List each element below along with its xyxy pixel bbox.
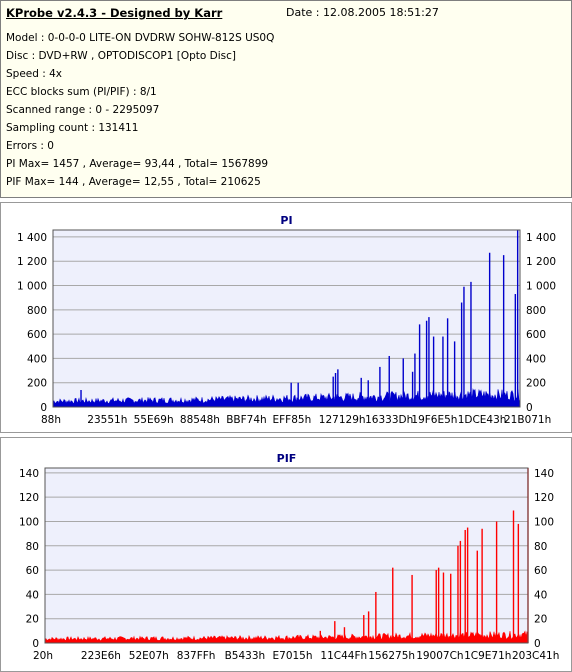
pif-ytick-right: 120 xyxy=(534,492,554,504)
pif-xtick: 156275h xyxy=(368,650,415,662)
pif-chart-panel: 0 0 20 20 40 40 60 60 80 80 100 100 120 120 140 140 PIF 2… xyxy=(0,437,572,672)
pi-xtick: 88548h xyxy=(180,414,220,426)
pi-plot-area xyxy=(53,230,520,407)
pi-ytick-left: 400 xyxy=(27,353,47,365)
pif-chart: 0 0 20 20 40 40 60 60 80 80 100 100 120 120 140 140 PIF 2… xyxy=(19,452,559,662)
pi-chart-panel: 0 0 200 200 400 400 600 600 800 800 1 000 1 000 1 20… xyxy=(0,202,572,433)
pif-xtick: 203C41h xyxy=(512,650,559,662)
pif-ytick-right: 40 xyxy=(534,589,547,601)
pif-ytick-right: 0 xyxy=(534,638,541,650)
pif-ytick-left: 80 xyxy=(26,541,39,553)
pif-ytick-left: 140 xyxy=(19,468,39,480)
pif-ytick-right: 140 xyxy=(534,468,554,480)
pif-xtick: 837FFh xyxy=(177,650,216,662)
pi-title: PI xyxy=(280,214,292,227)
pi-chart: 0 0 200 200 400 400 600 600 800 800 1 000 1 000 1 20… xyxy=(17,214,556,426)
info-disc: Disc : DVD+RW , OPTODISCOP1 [Opto Disc] xyxy=(6,50,237,62)
pif-xtick: 223E6h xyxy=(81,650,121,662)
pif-xtick: 11C44Fh xyxy=(320,650,367,662)
pif-ytick-left: 120 xyxy=(19,492,39,504)
info-scanned-range: Scanned range : 0 - 2295097 xyxy=(6,104,160,116)
info-header: KProbe v2.4.3 - Designed by Karr Date : … xyxy=(0,0,572,198)
pi-ytick-right: 800 xyxy=(526,305,546,317)
pif-xtick: 52E07h xyxy=(129,650,169,662)
pi-xtick: 55E69h xyxy=(134,414,174,426)
pif-ytick-left: 0 xyxy=(32,638,39,650)
pif-ytick-left: 60 xyxy=(26,565,39,577)
info-errors: Errors : 0 xyxy=(6,140,54,152)
pi-ytick-right: 1 400 xyxy=(526,232,556,244)
pif-plot-area xyxy=(45,468,528,643)
pif-ytick-right: 80 xyxy=(534,541,547,553)
pi-ytick-left: 800 xyxy=(27,305,47,317)
pif-xtick: 1C9E71h xyxy=(464,650,511,662)
pi-ytick-left: 0 xyxy=(40,402,47,414)
pi-xtick: EFF85h xyxy=(273,414,312,426)
pi-xtick: BBF74h xyxy=(226,414,266,426)
pi-ytick-right: 400 xyxy=(526,353,546,365)
info-speed: Speed : 4x xyxy=(6,68,63,80)
pi-ytick-left: 1 400 xyxy=(17,232,47,244)
pi-ytick-left: 200 xyxy=(27,378,47,390)
info-pif-stats: PIF Max= 144 , Average= 12,55 , Total= 2… xyxy=(6,176,261,188)
pif-ytick-left: 40 xyxy=(26,589,39,601)
pi-plot-frame xyxy=(52,229,521,408)
pif-xtick: 19007Ch xyxy=(416,650,463,662)
pif-ytick-right: 60 xyxy=(534,565,547,577)
pi-xtick: 127129h xyxy=(319,414,366,426)
pi-ytick-right: 600 xyxy=(526,329,546,341)
pi-ytick-left: 1 000 xyxy=(17,281,47,293)
pi-xtick: 88h xyxy=(41,414,61,426)
pi-xtick: 1DCE43h xyxy=(458,414,507,426)
app-title: KProbe v2.4.3 - Designed by Karr xyxy=(6,6,223,20)
pi-ytick-right: 0 xyxy=(526,402,533,414)
pi-ytick-left: 1 200 xyxy=(17,256,47,268)
info-model: Model : 0-0-0-0 LITE-ON DVDRW SOHW-812S … xyxy=(6,32,275,44)
pi-xtick: 16333Dh xyxy=(365,414,413,426)
pif-ytick-right: 20 xyxy=(534,614,547,626)
info-sampling-count: Sampling count : 131411 xyxy=(6,122,139,134)
info-pi-stats: PI Max= 1457 , Average= 93,44 , Total= 1… xyxy=(6,158,269,170)
pif-xtick: E7015h xyxy=(273,650,313,662)
pi-ytick-right: 1 000 xyxy=(526,281,556,293)
info-ecc-blocks: ECC blocks sum (PI/PIF) : 8/1 xyxy=(6,86,157,98)
pif-title: PIF xyxy=(277,452,297,465)
scan-date: Date : 12.08.2005 18:51:27 xyxy=(286,6,439,19)
pi-xtick: 19F6E5h xyxy=(411,414,457,426)
pif-ytick-right: 100 xyxy=(534,516,554,528)
pif-plot-frame xyxy=(44,467,529,644)
pi-xtick: 21B071h xyxy=(504,414,551,426)
pif-baseline-series xyxy=(44,630,529,644)
pif-xtick: B5433h xyxy=(225,650,266,662)
pif-ytick-left: 20 xyxy=(26,614,39,626)
pi-ytick-left: 600 xyxy=(27,329,47,341)
pi-ytick-right: 200 xyxy=(526,378,546,390)
pi-xtick: 23551h xyxy=(87,414,127,426)
pif-ytick-left: 100 xyxy=(19,516,39,528)
pi-ytick-right: 1 200 xyxy=(526,256,556,268)
pif-xtick: 20h xyxy=(33,650,53,662)
